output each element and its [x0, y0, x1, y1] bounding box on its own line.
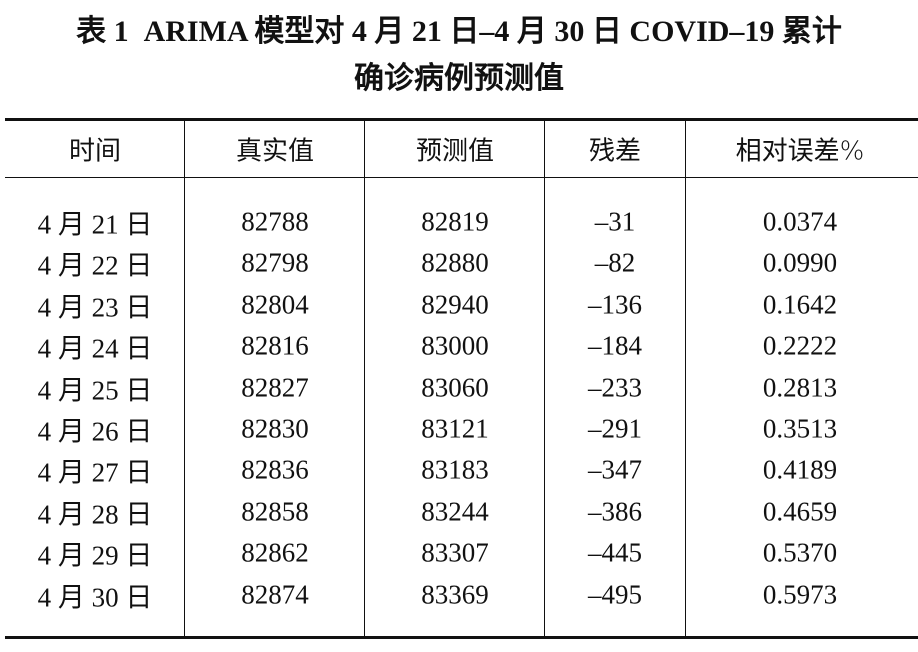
table-cell: 0.5370 [762, 537, 838, 568]
header-cell: 相对误差% [735, 136, 865, 167]
header-rule [5, 177, 918, 178]
title-line: 表 1 ARIMA 模型对 4 月 21 日–4 月 30 日 COVID–19… [76, 15, 842, 48]
table-cell: 82940 [421, 289, 489, 320]
table-cell: –82 [594, 247, 636, 278]
table-cell: 82836 [241, 454, 309, 485]
column-divider [364, 120, 365, 637]
table-cell: 0.5973 [762, 579, 838, 610]
table-cell: –347 [588, 454, 642, 485]
table-cell: 4 月 26 日 [37, 416, 153, 447]
header-cell: 预测值 [415, 136, 495, 167]
table-cell: 82827 [241, 372, 309, 403]
table-cell: 4 月 30 日 [37, 582, 153, 613]
header-cell: 真实值 [235, 136, 315, 167]
table-cell: 83000 [421, 330, 489, 361]
table-cell: 82874 [241, 579, 309, 610]
table-cell: 4 月 24 日 [37, 333, 153, 364]
table-cell: 0.4189 [762, 454, 838, 485]
table-cell: 82880 [421, 247, 489, 278]
table-cell: 4 月 29 日 [37, 540, 153, 571]
table-cell: 83183 [421, 454, 489, 485]
column-divider [544, 120, 545, 637]
table-cell: –136 [588, 289, 642, 320]
table-cell: 82788 [241, 206, 309, 237]
table-cell: 4 月 27 日 [37, 457, 153, 488]
table-cell: –445 [588, 537, 642, 568]
column-divider [184, 120, 185, 637]
table-cell: 83244 [421, 496, 489, 527]
table-cell: 82816 [241, 330, 309, 361]
table-cell: 0.2222 [762, 330, 838, 361]
table-cell: 82804 [241, 289, 309, 320]
table-cell: 0.3513 [762, 413, 838, 444]
table-cell: 4 月 21 日 [37, 209, 153, 240]
table-cell: 4 月 28 日 [37, 499, 153, 530]
table-cell: 83121 [421, 413, 489, 444]
table-cell: –386 [588, 496, 642, 527]
table-cell: –31 [594, 206, 636, 237]
table-cell: 4 月 23 日 [37, 292, 153, 323]
table-cell: 4 月 22 日 [37, 250, 153, 281]
table-cell: 0.0990 [762, 247, 838, 278]
table-cell: 83060 [421, 372, 489, 403]
table-cell: 0.0374 [762, 206, 838, 237]
table-cell: –184 [588, 330, 642, 361]
table-cell: –495 [588, 579, 642, 610]
table-cell: 82798 [241, 247, 309, 278]
header-cell: 残差 [588, 136, 642, 167]
table-cell: 0.4659 [762, 496, 838, 527]
table-cell: 82858 [241, 496, 309, 527]
header-cell: 时间 [68, 136, 122, 167]
bottom-rule [5, 636, 918, 639]
table-cell: 4 月 25 日 [37, 375, 153, 406]
table-cell: 82862 [241, 537, 309, 568]
table-cell: –233 [588, 372, 642, 403]
table-cell: 82830 [241, 413, 309, 444]
top-rule [5, 118, 918, 121]
title-line: 确诊病例预测值 [354, 62, 564, 95]
table-cell: 82819 [421, 206, 489, 237]
table-cell: 83369 [421, 579, 489, 610]
table-cell: 0.2813 [762, 372, 838, 403]
table-cell: 0.1642 [762, 289, 838, 320]
table-cell: 83307 [421, 537, 489, 568]
table-cell: –291 [588, 413, 642, 444]
column-divider [685, 120, 686, 637]
